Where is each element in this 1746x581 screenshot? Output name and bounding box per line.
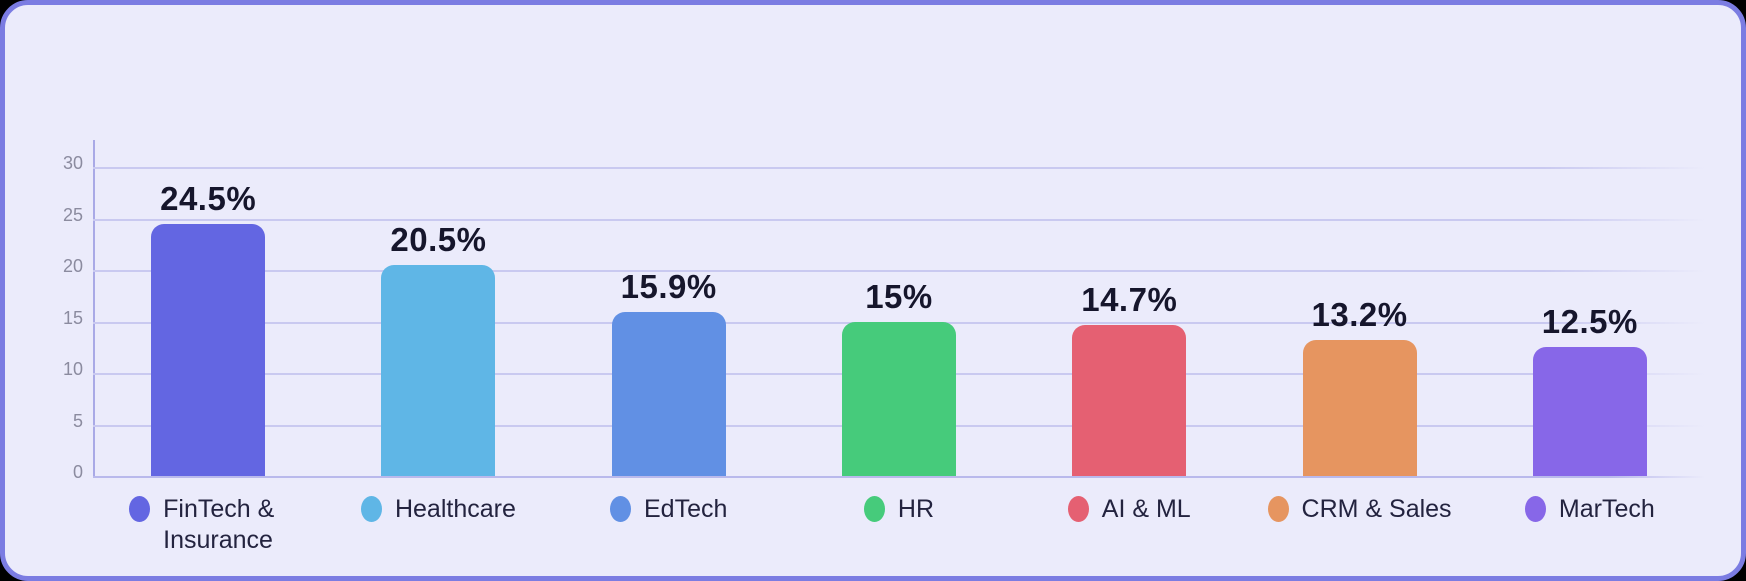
bar: [841, 321, 956, 476]
legend-label: FinTech & Insurance: [163, 495, 275, 555]
bar-column-0: 24.5%: [93, 140, 323, 476]
legend-label: EdTech: [644, 495, 728, 523]
legend-cell-1: Healthcare: [323, 494, 553, 557]
bar: [611, 312, 726, 476]
legend-dot-icon: [360, 496, 382, 522]
bar: [381, 264, 496, 476]
legend-dot-icon: [863, 496, 885, 522]
bar-column-5: 13.2%: [1244, 140, 1474, 476]
legend-item: Healthcare: [360, 494, 516, 557]
bar: [1302, 340, 1417, 476]
bar-column-2: 15.9%: [554, 140, 784, 476]
y-tick-label-30: 30: [62, 153, 83, 173]
bar-column-4: 14.7%: [1014, 140, 1244, 476]
value-label: 15%: [865, 277, 933, 315]
value-label: 20.5%: [390, 220, 487, 258]
y-tick-label-10: 10: [62, 359, 83, 379]
value-label: 13.2%: [1311, 296, 1408, 334]
y-axis-line: [93, 140, 95, 478]
y-tick-label-25: 25: [62, 204, 83, 225]
legend-dot-icon: [1524, 496, 1546, 522]
legend-dot-icon: [610, 496, 631, 522]
legend-cell-2: EdTech: [554, 494, 784, 557]
bar-chart: 0 5 10 15 20 25 30 24.5% 20.5% 15.9% 15% 14.7% 13.2…: [63, 140, 1705, 481]
legend-dot-icon: [129, 496, 151, 522]
bar: [1532, 347, 1647, 476]
value-label: 12.5%: [1541, 303, 1638, 341]
legend-dot-icon: [1067, 496, 1089, 522]
legend-item: MarTech: [1524, 494, 1655, 557]
legend-cell-6: MarTech: [1475, 494, 1705, 557]
bar-column-1: 20.5%: [323, 140, 553, 476]
value-label: 24.5%: [160, 179, 257, 217]
legend-label: Healthcare: [394, 495, 516, 523]
legend-label: AI & ML: [1101, 495, 1191, 523]
legend-cell-0: FinTech & Insurance: [93, 494, 323, 557]
legend-item: EdTech: [610, 494, 727, 557]
bar: [151, 223, 266, 476]
legend-cell-5: CRM & Sales: [1244, 494, 1474, 557]
bar-columns: 24.5% 20.5% 15.9% 15% 14.7% 13.2% 12.5%: [93, 140, 1705, 476]
legend-cell-4: AI & ML: [1014, 494, 1244, 557]
legend-item: FinTech & Insurance: [129, 494, 287, 557]
legend-label: HR: [897, 495, 935, 523]
gridline-25: [93, 218, 1705, 221]
y-tick-label-15: 15: [62, 307, 83, 328]
bar-column-6: 12.5%: [1475, 140, 1705, 476]
legend-item: AI & ML: [1067, 494, 1191, 557]
legend-label: MarTech: [1558, 495, 1655, 523]
legend-item: HR: [863, 494, 935, 557]
gridline-30: [93, 167, 1705, 169]
value-label: 14.7%: [1081, 280, 1178, 318]
category-legend: FinTech & Insurance Healthcare EdTech HR AI …: [93, 494, 1705, 557]
legend-dot-icon: [1267, 496, 1289, 522]
legend-label: CRM & Sales: [1301, 495, 1452, 523]
y-tick-label-0: 0: [72, 462, 83, 482]
gridline-0: [93, 476, 1705, 478]
gridline-20: [93, 270, 1705, 272]
y-tick-label-20: 20: [62, 256, 83, 276]
bar: [1072, 324, 1187, 476]
legend-item: CRM & Sales: [1267, 494, 1452, 557]
bar-column-3: 15%: [784, 140, 1014, 476]
y-tick-label-5: 5: [72, 410, 83, 431]
value-label: 15.9%: [620, 268, 717, 306]
legend-cell-3: HR: [784, 494, 1014, 557]
